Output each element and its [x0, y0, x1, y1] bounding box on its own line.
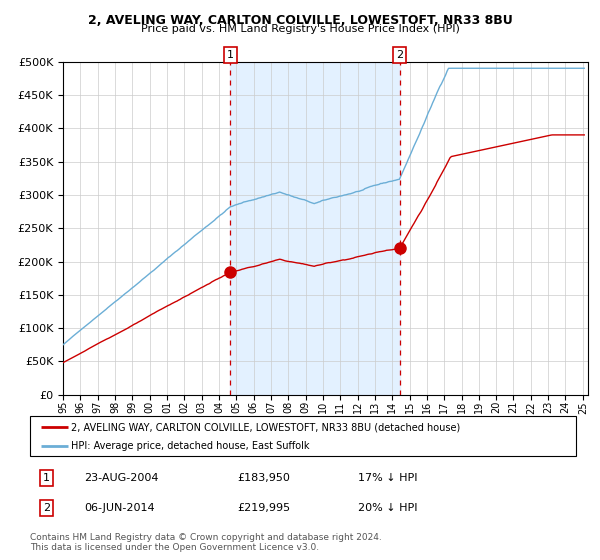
Text: £219,995: £219,995: [238, 503, 290, 513]
Text: 2, AVELING WAY, CARLTON COLVILLE, LOWESTOFT, NR33 8BU (detached house): 2, AVELING WAY, CARLTON COLVILLE, LOWEST…: [71, 422, 460, 432]
Text: 2: 2: [396, 50, 403, 60]
Bar: [230, 62, 400, 395]
Text: £183,950: £183,950: [238, 473, 290, 483]
Text: 23-AUG-2004: 23-AUG-2004: [85, 473, 159, 483]
Text: 2, AVELING WAY, CARLTON COLVILLE, LOWESTOFT, NR33 8BU: 2, AVELING WAY, CARLTON COLVILLE, LOWEST…: [88, 14, 512, 27]
Text: 1: 1: [227, 50, 234, 60]
Text: Contains HM Land Registry data © Crown copyright and database right 2024.: Contains HM Land Registry data © Crown c…: [30, 533, 382, 542]
Text: 20% ↓ HPI: 20% ↓ HPI: [358, 503, 417, 513]
Text: 1: 1: [43, 473, 50, 483]
Text: 17% ↓ HPI: 17% ↓ HPI: [358, 473, 417, 483]
Text: This data is licensed under the Open Government Licence v3.0.: This data is licensed under the Open Gov…: [30, 543, 319, 552]
Text: Price paid vs. HM Land Registry's House Price Index (HPI): Price paid vs. HM Land Registry's House …: [140, 24, 460, 34]
FancyBboxPatch shape: [30, 416, 576, 456]
Text: 06-JUN-2014: 06-JUN-2014: [85, 503, 155, 513]
Text: HPI: Average price, detached house, East Suffolk: HPI: Average price, detached house, East…: [71, 441, 310, 451]
Text: 2: 2: [43, 503, 50, 513]
